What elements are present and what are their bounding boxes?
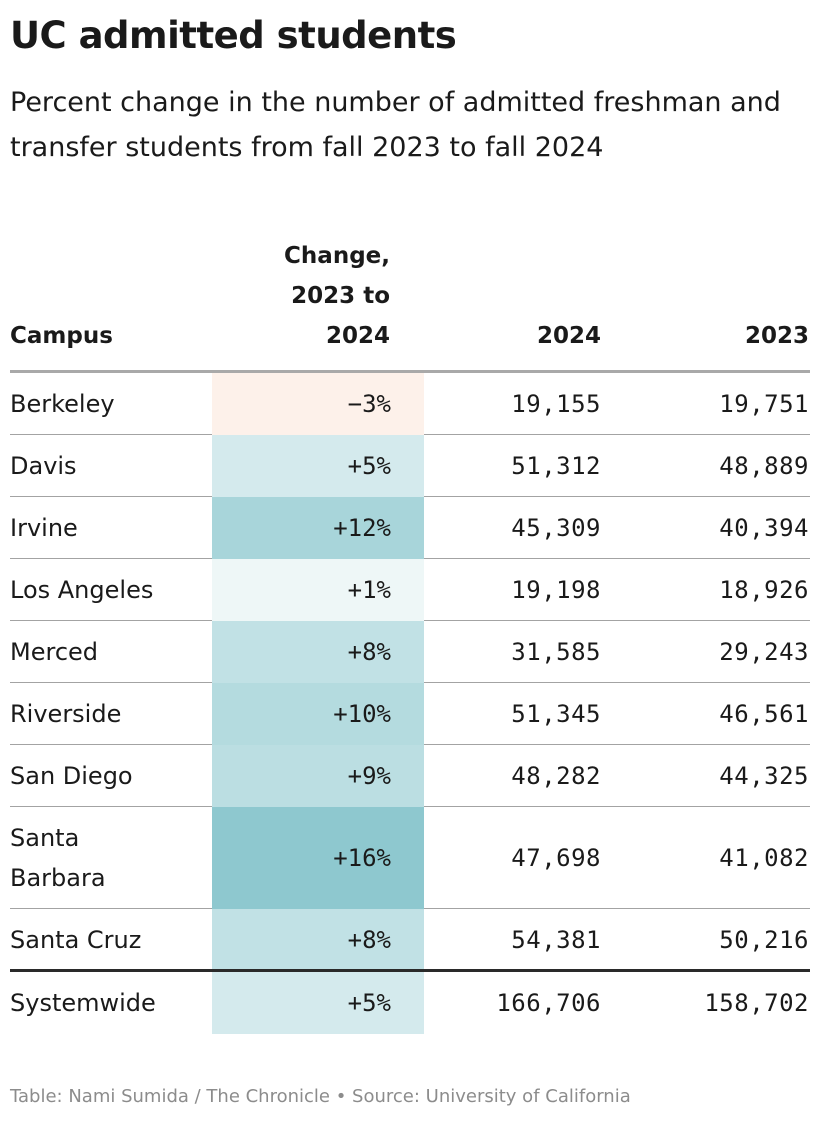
cell-change: +16% <box>212 807 424 910</box>
cell-2023: 19,751 <box>719 389 809 418</box>
cell-change: +8% <box>212 621 424 684</box>
header-change: Change, 2023 to 2024 <box>284 243 390 349</box>
cell-change: +5% <box>212 972 424 1034</box>
table-row: −3% Berkeley 19,155 19,751 <box>10 373 810 436</box>
cell-2024: 19,155 <box>511 389 601 418</box>
table-row: +16% Santa Barbara 47,698 41,082 <box>10 807 810 910</box>
cell-2023: 40,394 <box>719 513 809 542</box>
table-row: +10% Riverside 51,345 46,561 <box>10 683 810 746</box>
header-campus: Campus <box>10 323 113 349</box>
cell-change: +9% <box>212 745 424 808</box>
header-2024: 2024 <box>536 323 601 349</box>
total-rule <box>10 969 810 972</box>
chart-subtitle: Percent change in the number of admitted… <box>10 87 781 163</box>
cell-2023: 158,702 <box>704 989 809 1017</box>
cell-2023: 46,561 <box>719 699 809 728</box>
table-row: +5% Davis 51,312 48,889 <box>10 435 810 498</box>
cell-change: +12% <box>212 497 424 560</box>
table-row: +12% Irvine 45,309 40,394 <box>10 497 810 560</box>
cell-2023: 48,889 <box>719 451 809 480</box>
cell-2024: 51,345 <box>511 699 601 728</box>
cell-campus: Santa Cruz <box>10 926 142 954</box>
cell-2024: 48,282 <box>511 761 601 790</box>
chart-title: UC admitted students <box>10 14 457 57</box>
cell-campus: Los Angeles <box>10 575 154 604</box>
source-credit: Table: Nami Sumida / The Chronicle • Sou… <box>10 1086 631 1107</box>
cell-2024: 54,381 <box>511 926 601 954</box>
cell-2024: 166,706 <box>496 989 601 1017</box>
cell-change: +1% <box>212 559 424 622</box>
cell-campus: Davis <box>10 451 77 480</box>
header-rule <box>10 370 810 373</box>
table-row: +1% Los Angeles 19,198 18,926 <box>10 559 810 622</box>
cell-2024: 51,312 <box>511 451 601 480</box>
cell-change: +10% <box>212 683 424 746</box>
cell-change: −3% <box>212 373 424 436</box>
cell-2024: 45,309 <box>511 513 601 542</box>
header-2023: 2023 <box>744 323 809 349</box>
cell-2024: 31,585 <box>511 637 601 666</box>
cell-campus: Merced <box>10 637 99 666</box>
cell-campus: San Diego <box>10 761 133 790</box>
table-row: +8% Merced 31,585 29,243 <box>10 621 810 684</box>
cell-change: +5% <box>212 435 424 498</box>
cell-campus: Riverside <box>10 699 122 728</box>
table-row-total: +5% Systemwide 166,706 158,702 <box>10 972 810 1034</box>
table-row: +8% Santa Cruz 54,381 50,216 <box>10 909 810 971</box>
cell-2023: 44,325 <box>719 761 809 790</box>
cell-campus: Berkeley <box>10 389 115 418</box>
cell-2023: 29,243 <box>719 637 809 666</box>
cell-2023: 18,926 <box>719 575 809 604</box>
cell-2024: 47,698 <box>511 843 601 872</box>
table-row: +9% San Diego 48,282 44,325 <box>10 745 810 808</box>
cell-change: +8% <box>212 909 424 971</box>
cell-campus: Irvine <box>10 513 78 542</box>
cell-campus: Santa Barbara <box>10 823 106 892</box>
cell-2024: 19,198 <box>511 575 601 604</box>
cell-campus: Systemwide <box>10 989 156 1017</box>
cell-2023: 50,216 <box>719 926 809 954</box>
cell-2023: 41,082 <box>719 843 809 872</box>
